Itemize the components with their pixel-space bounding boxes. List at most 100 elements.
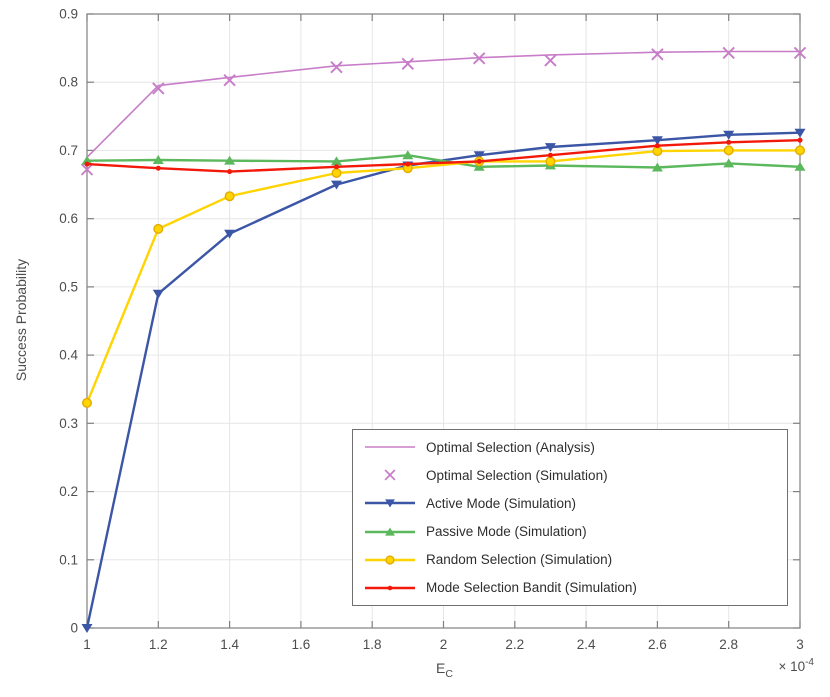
legend-label: Optimal Selection (Simulation) [426, 467, 608, 483]
marker-dot-icon [387, 585, 393, 591]
marker-triangle-up-icon [224, 155, 236, 165]
x-tick-label: 1.6 [292, 637, 311, 652]
x-tick-label: 2 [440, 637, 448, 652]
legend-label: Mode Selection Bandit (Simulation) [426, 580, 637, 596]
series-line [86, 139, 801, 173]
x-axis-multiplier: × 10-4 [778, 657, 814, 674]
marker-triangle-up-icon [385, 527, 395, 536]
legend-sample [365, 585, 415, 591]
marker-dot-icon [84, 161, 90, 167]
marker-x-icon [473, 52, 486, 65]
legend-item-4: Random Selection (Simulation) [353, 546, 787, 573]
marker-x-icon [223, 74, 236, 87]
legend-sample [365, 499, 415, 508]
marker-triangle-down-icon [651, 136, 663, 146]
x-axis-label: EC [436, 660, 453, 680]
x-tick-label: 1.2 [149, 637, 168, 652]
x-axis-multiplier-base: × 10 [778, 659, 806, 674]
legend-sample [365, 555, 415, 565]
y-tick-label: 0.8 [59, 75, 78, 90]
marker-triangle-down-icon [794, 128, 806, 138]
x-tick-label: 1.8 [363, 637, 382, 652]
marker-triangle-up-icon [402, 150, 414, 160]
marker-x-icon [80, 163, 94, 176]
y-axis-label: Success Probability [13, 258, 29, 382]
marker-x-icon [384, 469, 396, 481]
marker-triangle-down-icon [81, 624, 93, 633]
y-tick-label: 0.2 [59, 484, 78, 499]
series-0 [86, 50, 800, 158]
y-tick-label: 0.5 [59, 279, 78, 294]
y-tick-label: 0.1 [59, 552, 78, 567]
legend-label: Optimal Selection (Analysis) [426, 439, 595, 455]
marker-triangle-down-icon [224, 229, 236, 239]
x-tick-label: 2.2 [505, 637, 524, 652]
marker-x-icon [152, 82, 165, 95]
series-line [86, 50, 800, 158]
marker-dot-icon [227, 169, 233, 175]
series-1 [80, 46, 807, 176]
x-tick-label: 2.4 [577, 637, 596, 652]
marker-triangle-down-icon [331, 180, 342, 190]
marker-triangle-up-icon [723, 158, 735, 168]
y-tick-label: 0.6 [59, 211, 78, 226]
y-tick-label: 0.3 [59, 416, 78, 431]
y-tick-label: 0.7 [59, 143, 78, 158]
marker-triangle-up-icon [794, 161, 806, 171]
marker-triangle-up-icon [81, 155, 93, 165]
marker-circle-icon [795, 145, 806, 156]
marker-circle-icon [81, 397, 92, 408]
legend-label: Active Mode (Simulation) [426, 495, 577, 511]
marker-x-icon [401, 57, 414, 70]
marker-triangle-down-icon [385, 499, 395, 508]
marker-triangle-up-icon [651, 162, 663, 172]
marker-dot-icon [547, 152, 553, 158]
marker-x-icon [544, 54, 557, 67]
marker-x-icon [793, 46, 807, 60]
marker-triangle-down-icon [544, 143, 556, 152]
marker-dot-icon [726, 139, 732, 145]
legend-sample [365, 446, 415, 448]
series-line [86, 153, 801, 169]
legend-sample [365, 527, 415, 536]
marker-circle-icon [331, 167, 342, 178]
x-axis-label-base: E [436, 660, 446, 676]
x-axis-label-subscript: C [445, 668, 453, 680]
marker-x-icon [722, 46, 735, 60]
x-tick-label: 1 [83, 637, 91, 652]
x-axis-multiplier-exponent: -4 [805, 657, 814, 668]
legend-item-2: Active Mode (Simulation) [353, 490, 787, 517]
y-tick-label: 0.9 [59, 7, 78, 22]
series-line [85, 149, 800, 404]
marker-triangle-down-icon [473, 151, 485, 161]
legend-label: Random Selection (Simulation) [426, 552, 613, 568]
legend-item-0: Optimal Selection (Analysis) [353, 434, 787, 461]
marker-triangle-down-icon [152, 289, 164, 299]
marker-x-icon [651, 48, 664, 61]
marker-dot-icon [476, 158, 482, 164]
legend-item-3: Passive Mode (Simulation) [353, 518, 787, 545]
marker-circle-icon [224, 191, 235, 202]
legend-item-5: Mode Selection Bandit (Simulation) [353, 574, 787, 601]
y-tick-label: 0.4 [59, 348, 78, 363]
y-tick-label: 0 [70, 621, 78, 636]
legend-label: Passive Mode (Simulation) [426, 524, 587, 540]
marker-triangle-down-icon [723, 130, 735, 140]
marker-dot-icon [405, 161, 411, 167]
marker-circle-icon [723, 145, 734, 156]
marker-circle-icon [385, 555, 395, 565]
series-5 [84, 137, 803, 175]
marker-x-icon [330, 61, 343, 74]
marker-dot-icon [654, 143, 660, 149]
marker-triangle-up-icon [331, 156, 342, 166]
marker-dot-icon [155, 165, 161, 171]
legend: Optimal Selection (Analysis) Optimal Sele… [352, 429, 788, 606]
x-tick-label: 1.4 [220, 637, 239, 652]
x-tick-label: 2.8 [719, 637, 738, 652]
marker-dot-icon [797, 137, 803, 143]
marker-dot-icon [334, 164, 339, 170]
legend-item-1: Optimal Selection (Simulation) [353, 462, 787, 489]
x-tick-label: 3 [796, 637, 804, 652]
x-tick-label: 2.6 [648, 637, 667, 652]
